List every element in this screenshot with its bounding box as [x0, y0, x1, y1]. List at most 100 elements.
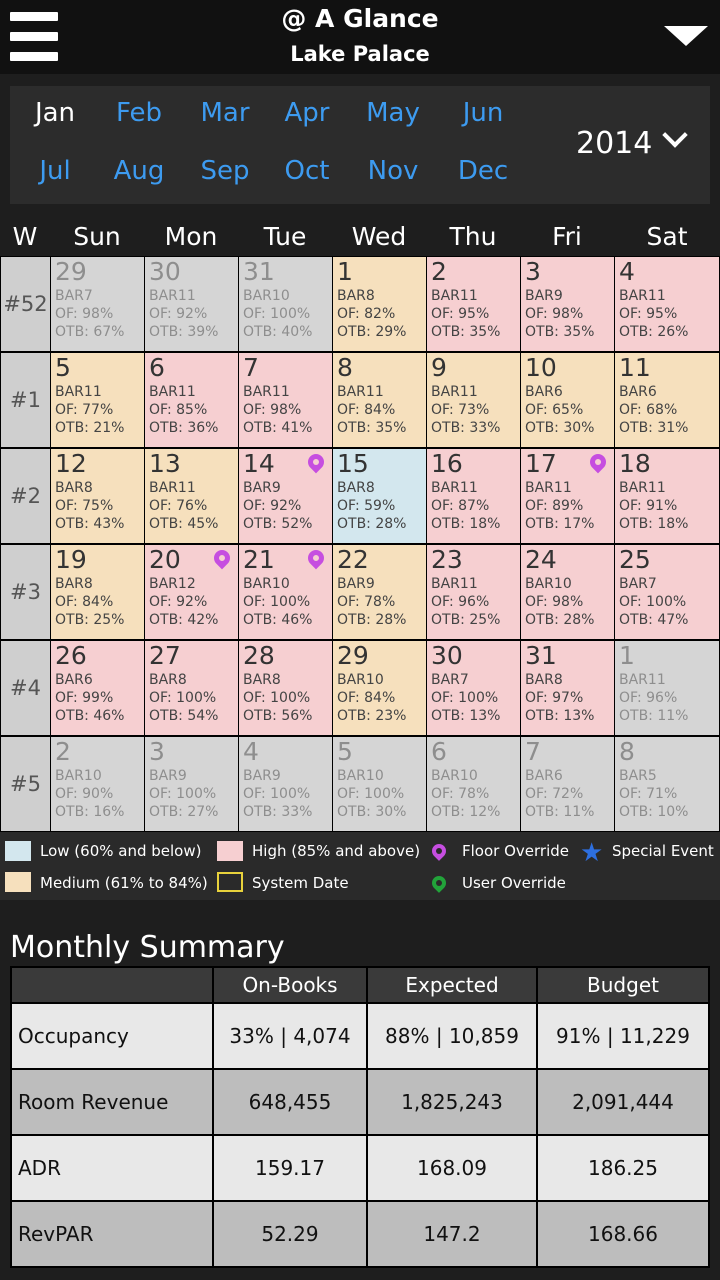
- calendar-day-cell[interactable]: 18 BAR11 OF: 91% OTB: 18%: [615, 449, 719, 543]
- calendar-day-cell[interactable]: 3 BAR9 OF: 98% OTB: 35%: [521, 257, 614, 351]
- bar-level: BAR11: [337, 384, 384, 400]
- calendar-day-cell[interactable]: 28 BAR8 OF: 100% OTB: 56%: [239, 641, 332, 735]
- month-jan[interactable]: Jan: [34, 98, 76, 128]
- calendar-day-cell[interactable]: 5 BAR10 OF: 100% OTB: 30%: [333, 737, 426, 831]
- calendar-day-cell[interactable]: 4 BAR11 OF: 95% OTB: 26%: [615, 257, 719, 351]
- calendar-day-cell[interactable]: 15 BAR8 OF: 59% OTB: 28%: [333, 449, 426, 543]
- calendar-day-cell[interactable]: 14 BAR9 OF: 92% OTB: 52%: [239, 449, 332, 543]
- summary-column-header: [12, 968, 212, 1002]
- year-chevron-down-icon[interactable]: [662, 122, 688, 148]
- on-the-books: OTB: 13%: [431, 708, 501, 724]
- calendar-day-cell[interactable]: 12 BAR8 OF: 75% OTB: 43%: [51, 449, 144, 543]
- forecast-occupancy: OF: 73%: [431, 402, 490, 418]
- calendar-day-cell[interactable]: 7 BAR11 OF: 98% OTB: 41%: [239, 353, 332, 447]
- bar-level: BAR10: [243, 288, 290, 304]
- on-the-books: OTB: 33%: [431, 420, 501, 436]
- summary-column-header: On-Books: [214, 968, 366, 1002]
- calendar-day-cell[interactable]: 27 BAR8 OF: 100% OTB: 54%: [145, 641, 238, 735]
- legend-floor-override: Floor Override: [462, 842, 569, 860]
- calendar-day-cell[interactable]: 2 BAR11 OF: 95% OTB: 35%: [427, 257, 520, 351]
- day-number: 1: [619, 641, 635, 670]
- day-number: 3: [149, 737, 165, 766]
- calendar-day-cell[interactable]: 31 BAR8 OF: 97% OTB: 13%: [521, 641, 614, 735]
- bar-level: BAR12: [149, 576, 196, 592]
- month-feb[interactable]: Feb: [115, 98, 163, 128]
- forecast-occupancy: OF: 72%: [525, 786, 584, 802]
- calendar-day-cell[interactable]: 20 BAR12 OF: 92% OTB: 42%: [145, 545, 238, 639]
- month-apr[interactable]: Apr: [284, 98, 330, 128]
- month-oct[interactable]: Oct: [284, 156, 330, 186]
- bar-level: BAR9: [525, 288, 563, 304]
- calendar-day-cell[interactable]: 22 BAR9 OF: 78% OTB: 28%: [333, 545, 426, 639]
- on-the-books: OTB: 25%: [431, 612, 501, 628]
- calendar-day-cell[interactable]: 31 BAR10 OF: 100% OTB: 40%: [239, 257, 332, 351]
- on-the-books: OTB: 30%: [337, 804, 407, 820]
- hamburger-menu-icon[interactable]: [10, 12, 58, 62]
- day-header-mon: Mon: [164, 222, 218, 251]
- bar-level: BAR11: [431, 288, 478, 304]
- calendar-day-cell[interactable]: 2 BAR10 OF: 90% OTB: 16%: [51, 737, 144, 831]
- month-aug[interactable]: Aug: [113, 156, 165, 186]
- calendar-day-cell[interactable]: 6 BAR11 OF: 85% OTB: 36%: [145, 353, 238, 447]
- calendar-day-cell[interactable]: 21 BAR10 OF: 100% OTB: 46%: [239, 545, 332, 639]
- forecast-occupancy: OF: 84%: [337, 402, 396, 418]
- month-nov[interactable]: Nov: [367, 156, 419, 186]
- year-selector[interactable]: 2014: [576, 126, 653, 161]
- calendar-day-cell[interactable]: 1 BAR8 OF: 82% OTB: 29%: [333, 257, 426, 351]
- on-the-books: OTB: 35%: [525, 324, 595, 340]
- day-number: 4: [243, 737, 259, 766]
- calendar-day-cell[interactable]: 30 BAR11 OF: 92% OTB: 39%: [145, 257, 238, 351]
- calendar-day-cell[interactable]: 6 BAR10 OF: 78% OTB: 12%: [427, 737, 520, 831]
- calendar-day-cell[interactable]: 7 BAR6 OF: 72% OTB: 11%: [521, 737, 614, 831]
- month-jul[interactable]: Jul: [39, 156, 71, 186]
- calendar-day-cell[interactable]: 30 BAR7 OF: 100% OTB: 13%: [427, 641, 520, 735]
- month-jun[interactable]: Jun: [462, 98, 504, 128]
- day-number: 25: [619, 545, 651, 574]
- forecast-occupancy: OF: 100%: [337, 786, 405, 802]
- calendar-day-cell[interactable]: 25 BAR7 OF: 100% OTB: 47%: [615, 545, 719, 639]
- on-the-books: OTB: 31%: [619, 420, 689, 436]
- legend-user-override: User Override: [462, 874, 566, 892]
- on-the-books: OTB: 10%: [619, 804, 689, 820]
- calendar-day-cell[interactable]: 9 BAR11 OF: 73% OTB: 33%: [427, 353, 520, 447]
- chevron-down-icon[interactable]: [664, 26, 708, 46]
- calendar-day-cell[interactable]: 4 BAR9 OF: 100% OTB: 33%: [239, 737, 332, 831]
- month-dec[interactable]: Dec: [457, 156, 509, 186]
- calendar-day-cell[interactable]: 29 BAR7 OF: 98% OTB: 67%: [51, 257, 144, 351]
- calendar-day-cell[interactable]: 1 BAR11 OF: 96% OTB: 11%: [615, 641, 719, 735]
- calendar-day-cell[interactable]: 24 BAR10 OF: 98% OTB: 28%: [521, 545, 614, 639]
- on-the-books: OTB: 11%: [525, 804, 595, 820]
- on-the-books: OTB: 26%: [619, 324, 689, 340]
- summary-cell: 88% | 10,859: [368, 1004, 536, 1068]
- day-number: 30: [149, 257, 181, 286]
- calendar-day-cell[interactable]: 13 BAR11 OF: 76% OTB: 45%: [145, 449, 238, 543]
- calendar-day-cell[interactable]: 8 BAR5 OF: 71% OTB: 10%: [615, 737, 719, 831]
- calendar-day-cell[interactable]: 29 BAR10 OF: 84% OTB: 23%: [333, 641, 426, 735]
- calendar-day-cell[interactable]: 19 BAR8 OF: 84% OTB: 25%: [51, 545, 144, 639]
- calendar-day-cell[interactable]: 5 BAR11 OF: 77% OTB: 21%: [51, 353, 144, 447]
- calendar-day-cell[interactable]: 10 BAR6 OF: 65% OTB: 30%: [521, 353, 614, 447]
- forecast-occupancy: OF: 100%: [243, 690, 311, 706]
- calendar-day-cell[interactable]: 3 BAR9 OF: 100% OTB: 27%: [145, 737, 238, 831]
- forecast-occupancy: OF: 100%: [431, 690, 499, 706]
- bar-level: BAR11: [149, 480, 196, 496]
- calendar-day-cell[interactable]: 17 BAR11 OF: 89% OTB: 17%: [521, 449, 614, 543]
- calendar-day-cell[interactable]: 8 BAR11 OF: 84% OTB: 35%: [333, 353, 426, 447]
- summary-cell: 33% | 4,074: [214, 1004, 366, 1068]
- bar-level: BAR11: [619, 480, 666, 496]
- calendar-day-cell[interactable]: 11 BAR6 OF: 68% OTB: 31%: [615, 353, 719, 447]
- month-mar[interactable]: Mar: [200, 98, 250, 128]
- legend-medium: Medium (61% to 84%): [40, 874, 208, 892]
- on-the-books: OTB: 41%: [243, 420, 313, 436]
- day-number: 6: [431, 737, 447, 766]
- summary-cell: 1,825,243: [368, 1070, 536, 1134]
- calendar-day-cell[interactable]: 16 BAR11 OF: 87% OTB: 18%: [427, 449, 520, 543]
- calendar-day-cell[interactable]: 23 BAR11 OF: 96% OTB: 25%: [427, 545, 520, 639]
- month-sep[interactable]: Sep: [200, 156, 250, 186]
- forecast-occupancy: OF: 96%: [619, 690, 678, 706]
- bar-level: BAR6: [619, 384, 657, 400]
- on-the-books: OTB: 36%: [149, 420, 219, 436]
- bar-level: BAR11: [619, 672, 666, 688]
- month-may[interactable]: May: [366, 98, 420, 128]
- calendar-day-cell[interactable]: 26 BAR6 OF: 99% OTB: 46%: [51, 641, 144, 735]
